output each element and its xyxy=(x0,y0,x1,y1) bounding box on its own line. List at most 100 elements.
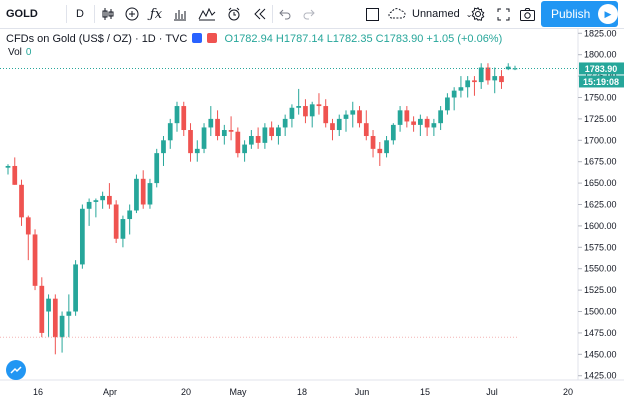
time-tick-label: Jun xyxy=(355,387,370,397)
time-tick-label: 16 xyxy=(33,387,43,397)
compare-icon[interactable] xyxy=(120,0,144,28)
legend-close: C1783.90 xyxy=(375,33,424,45)
price-tick-label: 1500.00 xyxy=(584,307,617,317)
price-tick-label: 1450.00 xyxy=(584,349,617,359)
candle-body xyxy=(161,140,166,154)
candle-body xyxy=(377,148,383,154)
price-tick-label: 1575.00 xyxy=(584,242,617,252)
financials-icon[interactable] xyxy=(168,0,192,28)
candle-body xyxy=(363,123,369,137)
candle-body xyxy=(181,106,187,131)
price-tick-label: 1525.00 xyxy=(584,285,617,295)
candle-body xyxy=(282,118,288,128)
top-toolbar: GOLD D ƒx Unnamed ⌄ xyxy=(0,0,624,29)
toolbar-divider xyxy=(94,5,95,23)
candle-body xyxy=(5,165,11,168)
candle-body xyxy=(357,110,362,124)
candle-body xyxy=(12,165,18,185)
chart-legend: CFDs on Gold (US$ / OZ) · 1D · TVC O1782… xyxy=(6,33,502,45)
price-tick-label: 1675.00 xyxy=(584,157,617,167)
candle-body xyxy=(154,153,160,184)
candle-body xyxy=(113,204,119,239)
tradingview-logo-icon[interactable] xyxy=(6,360,26,380)
legend-open: O1782.94 xyxy=(224,33,273,45)
candle-body xyxy=(370,136,376,149)
candle-body xyxy=(107,195,112,205)
fullscreen-select-icon[interactable] xyxy=(362,0,382,28)
candle-body xyxy=(86,201,92,209)
candle-body xyxy=(228,130,234,132)
redo-icon[interactable] xyxy=(298,0,320,28)
candle-body xyxy=(465,80,471,88)
indicators-icon[interactable]: ƒx xyxy=(149,6,163,22)
flag-icon[interactable] xyxy=(192,33,203,43)
candle-body xyxy=(242,144,247,154)
time-tick-label: 15 xyxy=(420,387,430,397)
candle-body xyxy=(79,208,85,265)
candle-body xyxy=(167,123,173,141)
fullscreen-icon[interactable] xyxy=(492,0,514,28)
candle-body xyxy=(417,118,423,125)
candle-body xyxy=(485,67,491,81)
candle-body xyxy=(289,107,295,119)
candle-body xyxy=(147,183,153,205)
candle-body xyxy=(336,118,342,131)
time-tick-label: May xyxy=(229,387,247,397)
candle-body xyxy=(505,66,511,70)
candle-body xyxy=(194,148,200,154)
candle-body xyxy=(296,106,302,108)
candle-body xyxy=(458,87,464,91)
candle-body xyxy=(499,76,504,83)
candle-body xyxy=(438,110,444,124)
time-tick-label: 18 xyxy=(297,387,307,397)
cloud-icon xyxy=(388,7,406,22)
undo-icon[interactable] xyxy=(274,0,296,28)
candle-body xyxy=(431,123,437,128)
market-status-icon[interactable] xyxy=(207,33,218,43)
candle-body xyxy=(512,68,518,70)
layout-name-button[interactable]: Unnamed ⌄ xyxy=(388,0,472,28)
countdown-badge xyxy=(579,75,624,88)
candle-body xyxy=(269,127,275,137)
candle-body xyxy=(93,200,99,202)
price-tick-label: 1650.00 xyxy=(584,178,617,188)
time-tick-label: 20 xyxy=(563,387,573,397)
price-tick-label: 1725.00 xyxy=(584,114,617,124)
candle-body xyxy=(52,298,58,338)
candle-body xyxy=(235,131,241,154)
camera-icon[interactable] xyxy=(516,0,538,28)
candle-body xyxy=(46,298,51,312)
candle-body xyxy=(39,285,45,333)
gear-icon[interactable] xyxy=(466,0,490,28)
candle-body xyxy=(303,106,308,117)
interval-button[interactable]: D xyxy=(76,8,84,20)
play-icon[interactable]: ▶ xyxy=(598,4,618,24)
symbol-title[interactable]: CFDs on Gold (US$ / OZ) · 1D · TVC xyxy=(6,33,188,45)
replay-icon[interactable] xyxy=(248,0,272,28)
toolbar-divider xyxy=(272,5,273,23)
bar-style-icon[interactable] xyxy=(96,0,120,28)
candle-body xyxy=(100,195,106,201)
legend-low: L1782.35 xyxy=(326,33,373,45)
price-chart[interactable]: 1425.00 1450.00 1475.00 1500.00 1525.00 1550.… xyxy=(0,29,624,404)
candle-body xyxy=(411,121,416,125)
publish-button[interactable]: Publish ▶ xyxy=(541,1,618,27)
candle-body xyxy=(32,234,38,286)
candle-body xyxy=(384,140,389,154)
price-tick-label: 1475.00 xyxy=(584,328,617,338)
alert-clock-icon[interactable] xyxy=(222,0,246,28)
layout-name-label: Unnamed xyxy=(412,8,460,20)
candle-body xyxy=(120,219,126,239)
volume-value: 0 xyxy=(25,47,32,58)
countdown-label: 15:19:08 xyxy=(583,77,619,87)
symbol-search-button[interactable]: GOLD xyxy=(6,8,38,20)
candle-body xyxy=(66,311,72,316)
price-tick-label: 1625.00 xyxy=(584,200,617,210)
candle-body xyxy=(248,136,254,145)
candle-body xyxy=(397,110,403,125)
templates-icon[interactable] xyxy=(194,0,220,28)
price-tick-label: 1550.00 xyxy=(584,264,617,274)
candle-body xyxy=(262,127,268,143)
candle-body xyxy=(208,118,214,128)
candle-body xyxy=(140,178,146,205)
